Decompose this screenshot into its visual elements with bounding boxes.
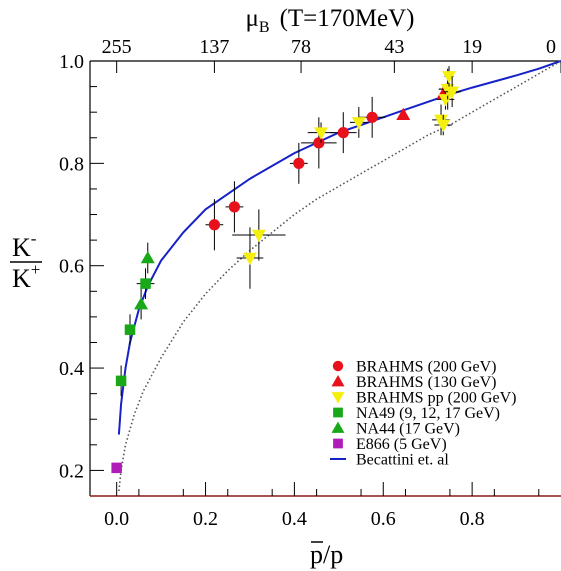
top-axis-label-rest: (T=170MeV) bbox=[280, 5, 415, 32]
top-tick-label: 255 bbox=[102, 36, 132, 58]
data-point bbox=[111, 462, 122, 474]
data-point bbox=[242, 252, 257, 266]
y-tick-label: 0.2 bbox=[59, 460, 84, 482]
x-tick-label: 0.2 bbox=[193, 508, 218, 530]
x-tick-label: 0.6 bbox=[371, 508, 396, 530]
legend-marker bbox=[333, 438, 343, 449]
y-axis-title: K- K+ bbox=[10, 229, 42, 293]
data-point bbox=[228, 201, 241, 213]
data-point bbox=[140, 251, 155, 264]
x-tick-label: 0.4 bbox=[282, 508, 307, 530]
data-point bbox=[314, 127, 329, 140]
y-label-denominator: K+ bbox=[12, 260, 40, 293]
top-tick-label: 78 bbox=[291, 36, 311, 58]
data-point bbox=[134, 297, 149, 310]
data-point bbox=[351, 117, 366, 130]
top-tick-label: 137 bbox=[199, 36, 229, 58]
x-axis-title: p/p bbox=[310, 540, 343, 569]
legend-label: E866 (5 GeV) bbox=[356, 436, 447, 453]
data-point bbox=[124, 324, 136, 335]
legend-marker bbox=[331, 421, 345, 433]
y-tick-label: 0.4 bbox=[59, 358, 84, 380]
legend-label: NA44 (17 GeV) bbox=[356, 421, 460, 438]
data-point bbox=[313, 137, 325, 149]
data-point bbox=[436, 119, 451, 132]
top-tick-label: 0 bbox=[546, 36, 556, 58]
x-label: p/p bbox=[310, 540, 343, 569]
y-label-numerator: K- bbox=[12, 229, 37, 262]
legend-marker bbox=[331, 375, 345, 387]
data-point bbox=[337, 127, 349, 139]
y-tick-label: 1.0 bbox=[59, 51, 84, 73]
data-point bbox=[442, 71, 457, 84]
data-point bbox=[140, 278, 151, 289]
data-point bbox=[115, 375, 127, 387]
data-point bbox=[366, 111, 378, 123]
y-tick-label: 0.6 bbox=[59, 256, 84, 278]
top-axis-subscript: B bbox=[259, 19, 270, 36]
top-axis-title: μB (T=170MeV) bbox=[246, 5, 415, 36]
data-point bbox=[438, 94, 453, 107]
legend-marker bbox=[332, 360, 344, 372]
legend: BRAHMS (200 GeV)BRAHMS (130 GeV)BRAHMS p… bbox=[330, 359, 516, 469]
top-tick-label: 43 bbox=[384, 36, 404, 58]
data-point bbox=[445, 86, 460, 99]
legend-label: BRAHMS pp (200 GeV) bbox=[356, 390, 516, 407]
x-tick-label: 0.0 bbox=[104, 508, 129, 530]
legend-marker bbox=[333, 407, 343, 418]
legend-label: Becattini et. al bbox=[356, 452, 449, 469]
data-point bbox=[251, 229, 266, 242]
top-axis-symbol: μ bbox=[246, 5, 259, 32]
legend-label: BRAHMS (200 GeV) bbox=[356, 359, 496, 376]
x-tick-label: 0.8 bbox=[460, 508, 485, 530]
top-tick-label: 19 bbox=[462, 36, 482, 58]
legend-label: BRAHMS (130 GeV) bbox=[356, 374, 496, 391]
y-tick-label: 0.8 bbox=[59, 153, 84, 175]
legend-marker bbox=[331, 392, 345, 404]
plot-area: 0.2 0.4 0.6 0.8 1.0 0.0 0.2 0.4 0.6 0.8 255 137 78 43… bbox=[59, 36, 561, 530]
data-point bbox=[293, 157, 305, 169]
data-point bbox=[208, 219, 221, 231]
data-point bbox=[396, 107, 411, 120]
legend-label: NA49 (9, 12, 17 GeV) bbox=[356, 405, 500, 422]
